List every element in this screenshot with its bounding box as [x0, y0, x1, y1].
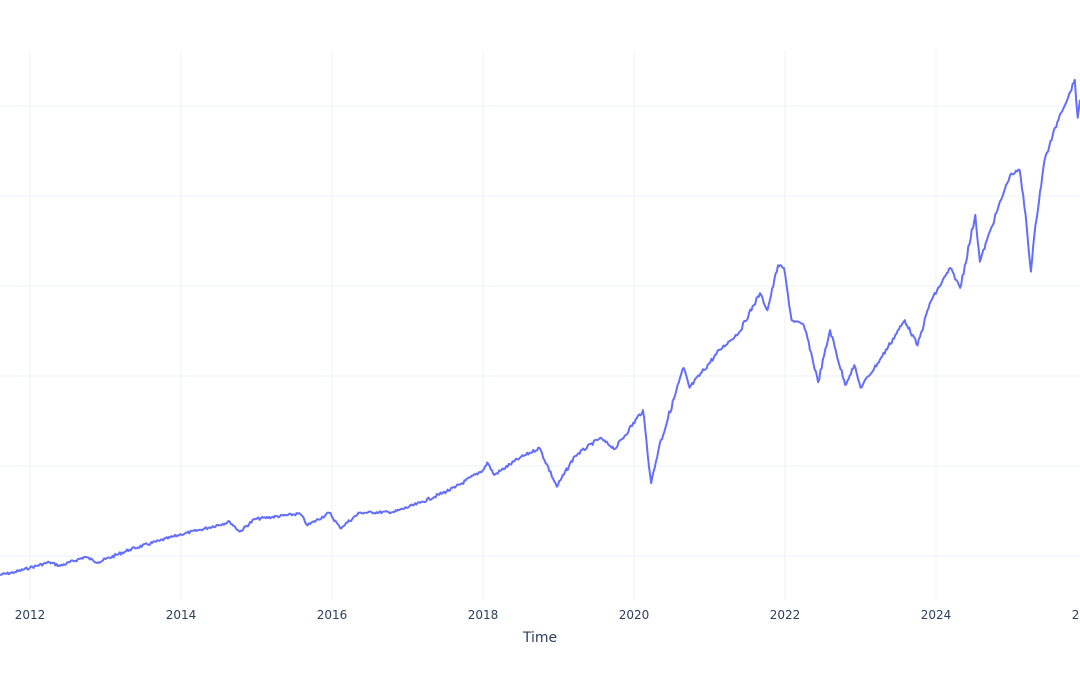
x-tick-label: 2012	[15, 608, 46, 622]
x-tick-label: 2024	[921, 608, 952, 622]
y-gridlines	[0, 105, 1080, 557]
x-tick-label: 2020	[619, 608, 650, 622]
x-axis-title: Time	[522, 630, 557, 646]
x-tick-label: 2022	[770, 608, 801, 622]
x-tick-label: 2026	[1072, 608, 1080, 622]
x-gridlines	[29, 50, 937, 600]
series-line	[0, 78, 1080, 576]
series-group	[0, 78, 1080, 576]
x-tick-label: 2018	[468, 608, 499, 622]
x-tick-label: 2016	[317, 608, 348, 622]
x-tick-label: 2014	[166, 608, 197, 622]
x-tick-labels: 2012 2014 2016 2018 2020 2022 2024 2026	[15, 608, 1080, 622]
